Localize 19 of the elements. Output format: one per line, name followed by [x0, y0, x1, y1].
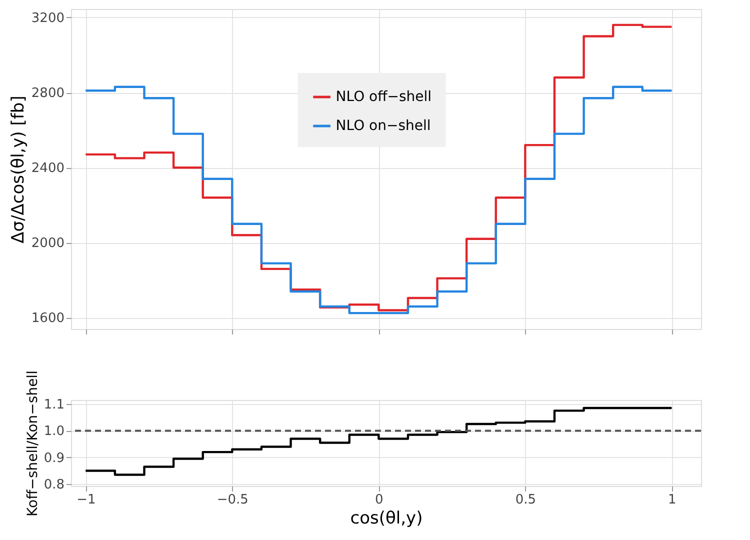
x-axis-title: cos(θl,y) — [350, 508, 423, 528]
y-tick-label: 2400 — [31, 161, 64, 176]
y-tick-label: 0.9 — [44, 450, 64, 466]
y-axis-title: Δσ/Δcos(θl,y) [fb] — [8, 96, 28, 244]
y-tick-label: 1600 — [31, 311, 64, 326]
x-tick-label: 0.5 — [515, 492, 536, 508]
x-tick-label: 0 — [375, 492, 384, 508]
x-tick-label: 1 — [668, 492, 676, 508]
x-tick-label: −0.5 — [216, 492, 248, 508]
legend-label: NLO on−shell — [336, 118, 431, 134]
legend-label: NLO off−shell — [336, 89, 432, 105]
y-tick-label: 2800 — [31, 86, 64, 102]
y-tick-label: 0.8 — [44, 478, 64, 493]
x-tick-label: −1 — [76, 492, 96, 508]
y-tick-label: 2000 — [31, 236, 64, 252]
y-axis-title: Koff−shell/Kon−shell — [24, 370, 41, 516]
y-tick-label: 1.0 — [44, 424, 64, 440]
y-tick-label: 3200 — [31, 10, 64, 26]
y-tick-label: 1.1 — [44, 398, 64, 413]
